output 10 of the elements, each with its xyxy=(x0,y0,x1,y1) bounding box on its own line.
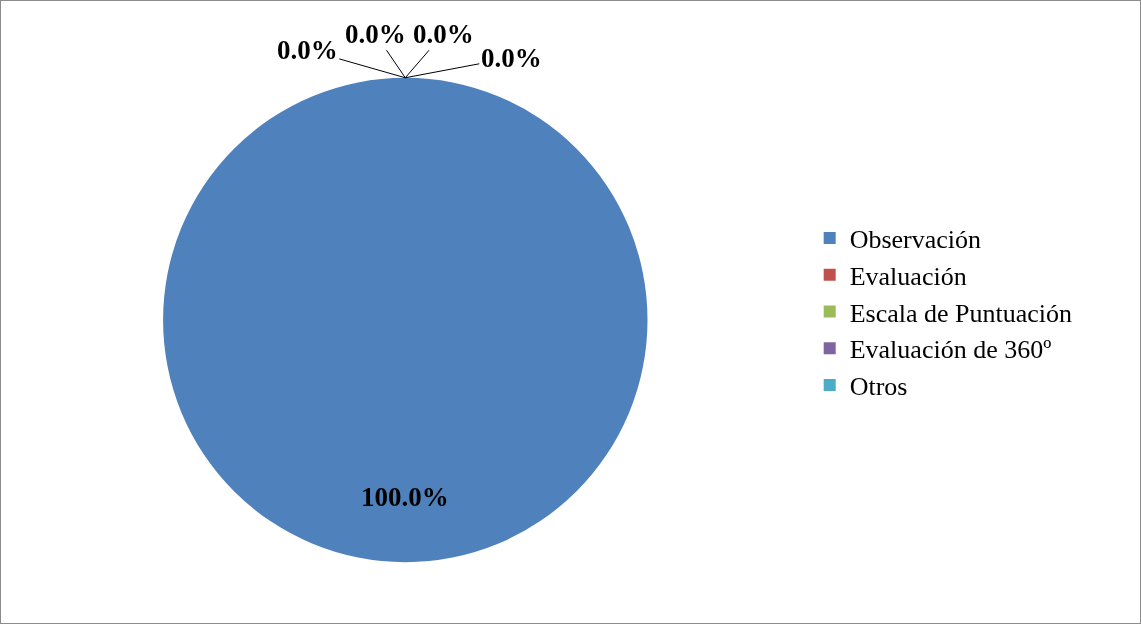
legend-label: Escala de Puntuación xyxy=(849,298,1073,328)
text: 0.0% xyxy=(481,43,542,73)
legend-label: Evaluación de 360º xyxy=(849,335,1052,365)
legend-label: Otros xyxy=(849,372,908,402)
legend-label: Observación xyxy=(849,225,982,255)
legend-label: Evaluación xyxy=(849,261,967,291)
text: 0.0% xyxy=(345,19,406,49)
text: 0.0% xyxy=(413,19,474,49)
data-label: 100.0% xyxy=(361,482,449,512)
text: 0.0% xyxy=(277,35,338,65)
